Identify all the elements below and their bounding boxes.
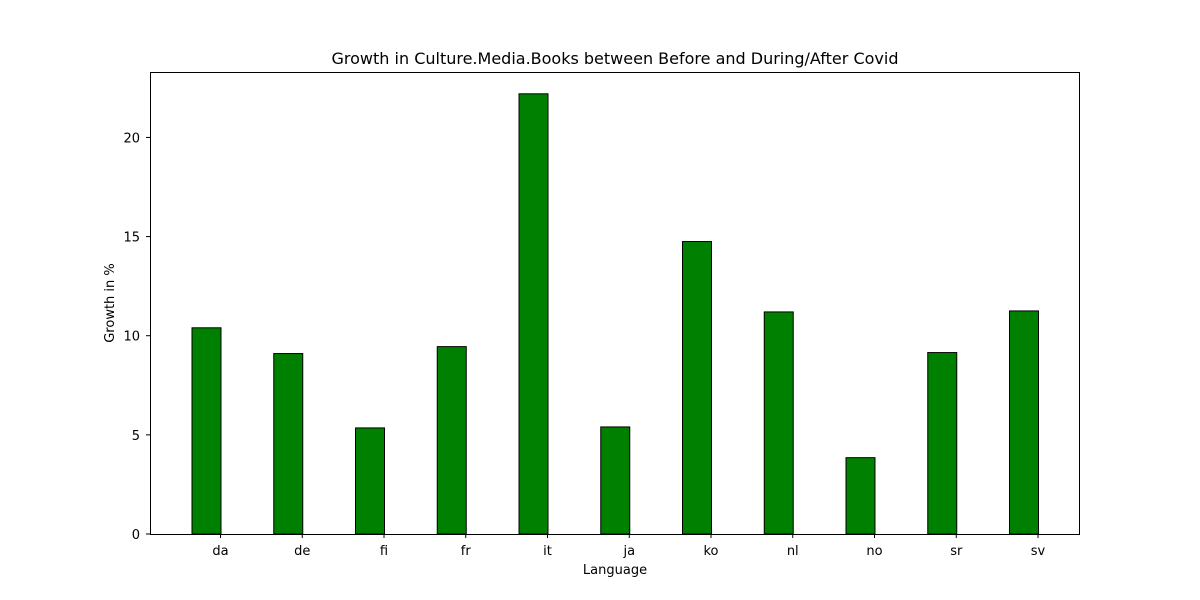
bar-fr [436, 346, 467, 535]
x-tick-label: sr [950, 544, 963, 559]
y-tick-label: 20 [123, 131, 140, 146]
bar-sr [927, 352, 958, 535]
x-tick-label: de [294, 544, 310, 559]
x-tick-label: no [866, 544, 882, 559]
x-axis-label: Language [583, 563, 647, 578]
bar-da [191, 327, 222, 535]
bars-layer [191, 93, 1039, 535]
y-axis-label: Growth in % [103, 263, 118, 343]
x-tick-label: nl [787, 544, 799, 559]
x-tick-label: sv [1031, 544, 1046, 559]
bar-ja [600, 426, 631, 535]
bar-de [273, 353, 304, 535]
x-tick-label: da [212, 544, 228, 559]
bar-no [845, 457, 876, 535]
y-tick-label: 10 [123, 330, 140, 345]
bar-it [518, 93, 549, 535]
x-tick-label: ko [703, 544, 718, 559]
y-tick-label: 5 [132, 429, 140, 444]
bar-fi [355, 427, 385, 535]
chart-title: Growth in Culture.Media.Books between Be… [332, 49, 899, 68]
y-tick-label: 0 [132, 528, 140, 543]
bar-ko [682, 241, 712, 535]
x-tick-label: ja [622, 544, 635, 559]
y-axis: 0 5 10 15 20 [123, 131, 150, 543]
x-axis: da de fi fr it ja ko nl no sr sv [212, 534, 1046, 559]
bar-sv [1009, 310, 1039, 535]
x-tick-label: fi [380, 544, 388, 559]
plot-frame [150, 72, 1080, 535]
y-tick-label: 15 [123, 231, 140, 246]
x-tick-label: fr [461, 544, 472, 559]
bar-nl [763, 311, 794, 535]
x-tick-label: it [543, 544, 552, 559]
